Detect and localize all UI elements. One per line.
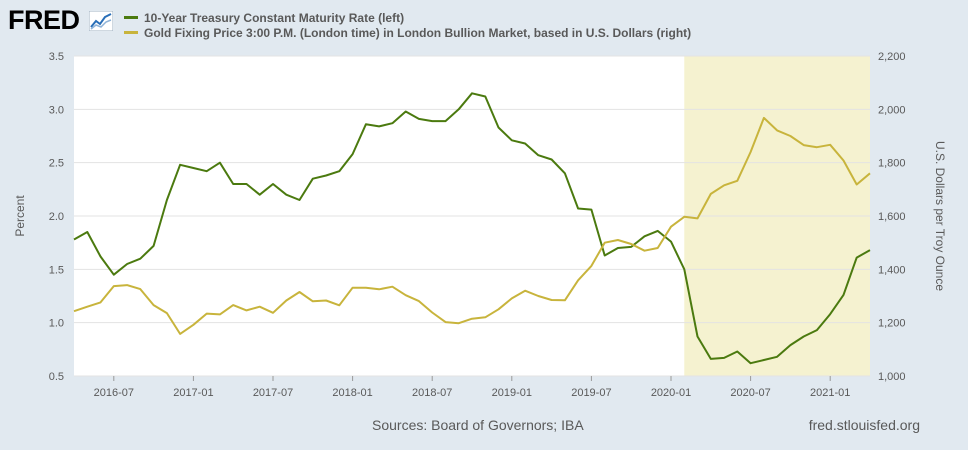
trend-chart-icon [89, 11, 113, 31]
series-line-gold [73, 116, 871, 335]
legend-swatch-treasury [124, 16, 138, 19]
x-tick-label: 2019-07 [571, 387, 611, 399]
y-tick-label-right: 1,200 [878, 318, 906, 330]
x-tick-label: 2019-01 [492, 387, 532, 399]
x-tick-label: 2020-07 [730, 387, 770, 399]
x-tick-label: 2018-01 [332, 387, 372, 399]
legend-label-gold: Gold Fixing Price 3:00 P.M. (London time… [144, 25, 692, 40]
legend-label-treasury: 10-Year Treasury Constant Maturity Rate … [144, 10, 405, 25]
x-tick-label: 2020-01 [651, 387, 691, 399]
y-tick-label-right: 1,600 [878, 211, 906, 223]
y-axis-label-left: Percent [13, 195, 27, 237]
y-tick-label-right: 1,400 [878, 264, 906, 276]
x-tick-label: 2018-07 [412, 387, 452, 399]
fred-logo[interactable]: FRED [8, 4, 118, 36]
y-tick-label-left: 2.5 [49, 158, 64, 170]
site-credit-link[interactable]: fred.stlouisfed.org [808, 417, 920, 433]
chart-legend: 10-Year Treasury Constant Maturity Rate … [124, 10, 691, 40]
y-tick-label-right: 2,200 [878, 51, 906, 63]
legend-item-treasury[interactable]: 10-Year Treasury Constant Maturity Rate … [124, 10, 691, 25]
y-tick-label-left: 1.5 [49, 264, 64, 276]
x-tick-label: 2017-07 [253, 387, 293, 399]
y-axis-label-right: U.S. Dollars per Troy Ounce [933, 141, 947, 291]
y-tick-label-left: 0.5 [49, 371, 64, 383]
x-tick-label: 2021-01 [810, 387, 850, 399]
y-tick-label-left: 3.5 [49, 51, 64, 63]
x-tick-label: 2016-07 [94, 387, 134, 399]
x-tick-label: 2017-01 [173, 387, 213, 399]
data-sources: Sources: Board of Governors; IBA [372, 417, 584, 433]
y-tick-label-right: 2,000 [878, 104, 906, 116]
y-tick-label-left: 3.0 [49, 104, 64, 116]
legend-item-gold[interactable]: Gold Fixing Price 3:00 P.M. (London time… [124, 25, 691, 40]
legend-swatch-gold [124, 31, 138, 34]
logo-text: FRED [8, 5, 80, 35]
y-tick-label-right: 1,800 [878, 158, 906, 170]
y-tick-label-left: 1.0 [49, 318, 64, 330]
series-line-treasury [73, 92, 871, 365]
y-tick-label-right: 1,000 [878, 371, 906, 383]
y-tick-label-left: 2.0 [49, 211, 64, 223]
